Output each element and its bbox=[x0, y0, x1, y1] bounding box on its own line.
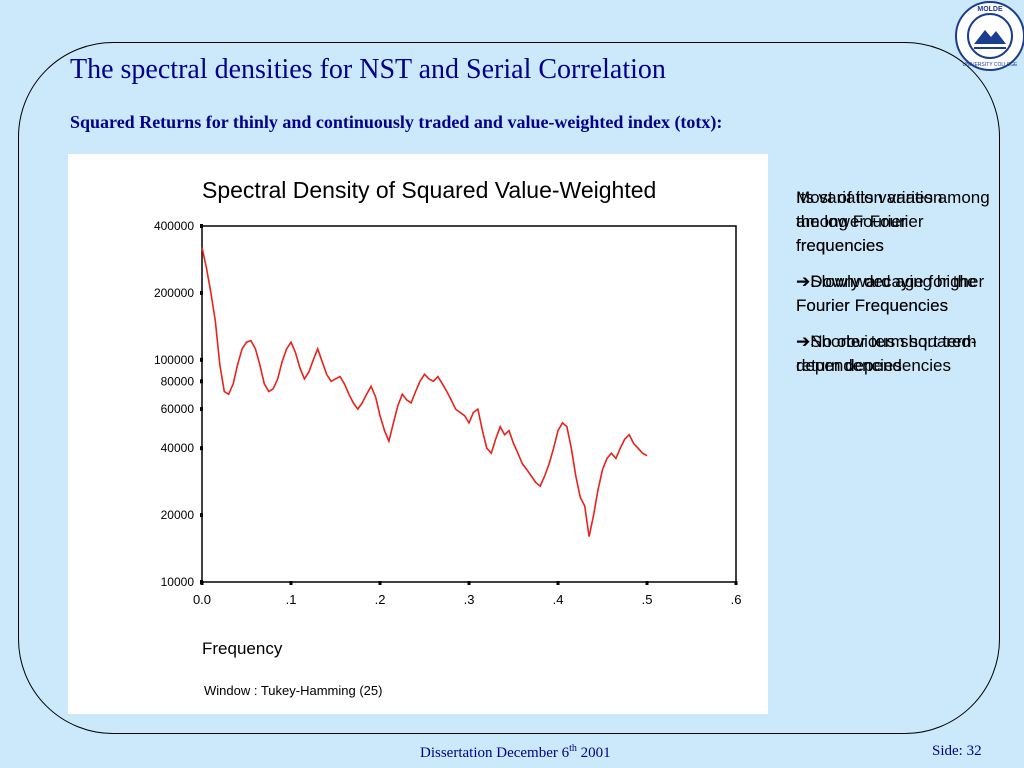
footer-sup: th bbox=[569, 743, 577, 754]
y-tick-label: 10000 bbox=[161, 575, 195, 589]
note-b-2: ➔Downward age for the Fourier Frequencie… bbox=[796, 272, 977, 315]
y-tick-mark bbox=[200, 290, 203, 295]
x-tick-label: .6 bbox=[731, 592, 742, 607]
x-axis-label: Frequency bbox=[202, 639, 283, 658]
y-tick-mark bbox=[200, 379, 203, 384]
x-tick-mark bbox=[289, 581, 293, 585]
notes-layer-b: Most of its variation among Fourier freq… bbox=[796, 186, 996, 390]
x-tick-mark bbox=[734, 581, 738, 585]
x-tick-mark bbox=[467, 581, 471, 585]
y-tick-label: 400000 bbox=[154, 219, 194, 233]
x-tick-mark bbox=[200, 581, 204, 585]
y-tick-mark bbox=[200, 513, 203, 518]
y-tick-label: 200000 bbox=[154, 286, 194, 300]
x-tick-label: 0.0 bbox=[193, 592, 211, 607]
x-tick-label: .4 bbox=[553, 592, 564, 607]
x-tick-label: .2 bbox=[375, 592, 386, 607]
note-a-2: ➔Slowly decaying higher Fourier Frequenc… bbox=[796, 272, 985, 315]
college-logo: MOLDE UNIVERSITY COLLEGE bbox=[955, 1, 1024, 71]
plot-area bbox=[201, 225, 737, 583]
footer-text: Dissertation December 6 bbox=[420, 745, 570, 761]
x-tick-mark bbox=[645, 581, 649, 585]
notes-layer-a: Its variation varies among the lower Fou… bbox=[796, 186, 996, 390]
x-tick-mark bbox=[556, 581, 560, 585]
y-tick-label: 20000 bbox=[161, 508, 195, 522]
x-tick-label: .3 bbox=[464, 592, 475, 607]
x-tick-mark bbox=[378, 581, 382, 585]
spectral-density-line bbox=[201, 247, 648, 537]
x-tick-label: .5 bbox=[642, 592, 653, 607]
footer-date: Dissertation December 6th 2001 bbox=[420, 743, 611, 762]
y-tick-mark bbox=[200, 407, 203, 412]
footer-year: 2001 bbox=[576, 745, 611, 761]
y-tick-mark bbox=[200, 446, 203, 451]
page-number: Side: 32 bbox=[932, 743, 982, 759]
x-tick-label: .1 bbox=[286, 592, 297, 607]
svg-text:UNIVERSITY COLLEGE: UNIVERSITY COLLEGE bbox=[963, 62, 1019, 68]
y-tick-label: 100000 bbox=[154, 353, 194, 367]
slide-frame bbox=[18, 42, 1000, 734]
chart-panel: Spectral Density of Squared Value-Weight… bbox=[68, 154, 768, 714]
slide-subtitle: Squared Returns for thinly and continuou… bbox=[70, 112, 723, 132]
slide-title: The spectral densities for NST and Seria… bbox=[70, 54, 666, 85]
y-tick-label: 60000 bbox=[161, 402, 195, 416]
note-b-1: Most of its variation among Fourier freq… bbox=[796, 188, 943, 255]
y-tick-mark bbox=[200, 224, 203, 228]
y-tick-label: 40000 bbox=[161, 441, 195, 455]
window-note: Window : Tukey-Hamming (25) bbox=[204, 683, 382, 698]
y-tick-mark bbox=[200, 357, 203, 362]
spectral-density-chart: Spectral Density of Squared Value-Weight… bbox=[154, 177, 742, 698]
chart-title: Spectral Density of Squared Value-Weight… bbox=[202, 177, 656, 203]
note-a-3: ➔No obvious short term dependencies bbox=[796, 332, 977, 375]
svg-text:MOLDE: MOLDE bbox=[977, 6, 1003, 13]
note-b-3: ➔Shorter term squared-return dependencie… bbox=[796, 332, 977, 375]
note-a-1: Its variation varies among the lower Fou… bbox=[796, 188, 990, 255]
y-tick-label: 80000 bbox=[161, 374, 195, 388]
